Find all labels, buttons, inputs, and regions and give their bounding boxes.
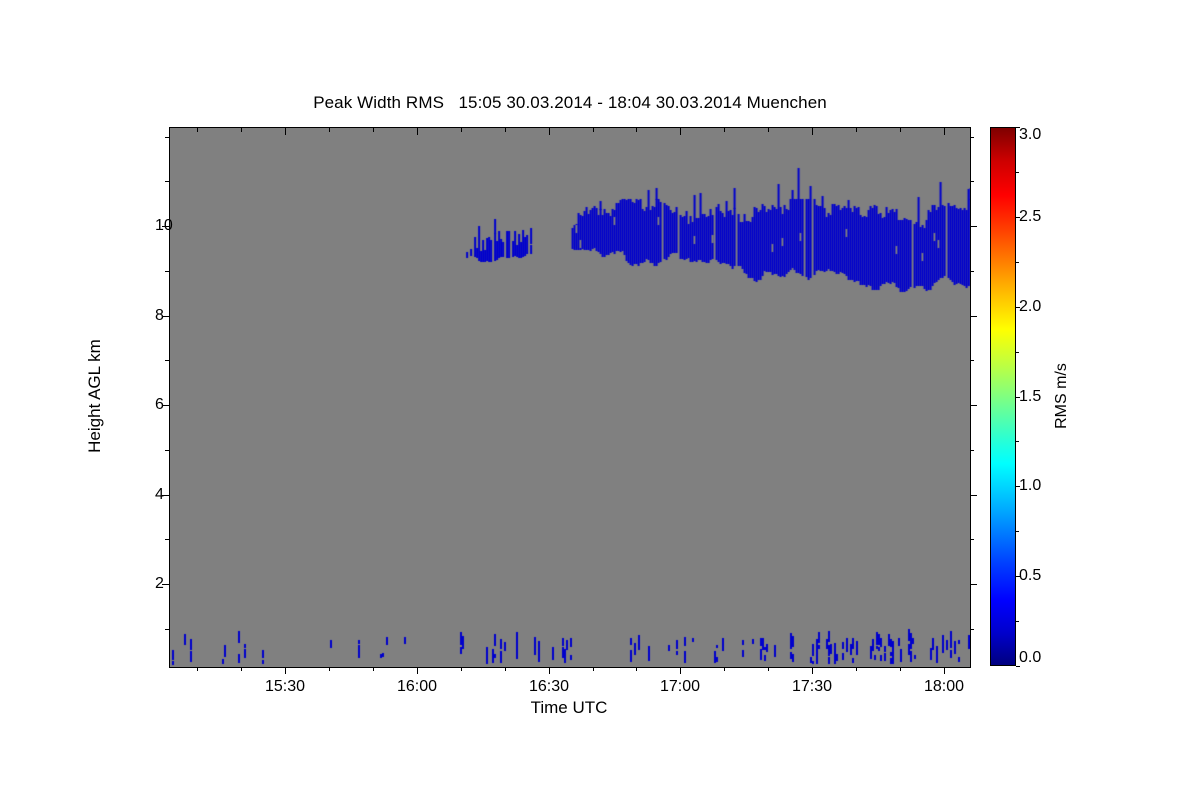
x-tick-minor-top [724,128,725,132]
colorbar-tick-minor [1016,172,1019,173]
y-tick-minor-right [970,271,974,272]
y-tick-minor [165,181,169,182]
y-tick-major [162,584,169,585]
colorbar-tick-minor [1016,621,1019,622]
x-tick-minor-top [636,128,637,132]
colorbar-tick-label: 2.0 [1019,298,1042,315]
x-tick-minor-top [505,128,506,132]
colorbar-tick [1016,486,1020,487]
colorbar-tick-minor [1016,441,1019,442]
x-tick-major [417,667,418,674]
y-tick-major [162,405,169,406]
x-tick-minor-top [329,128,330,132]
x-tick-label: 16:30 [528,678,570,695]
x-tick-label: 15:30 [264,678,306,695]
colorbar [990,127,1016,666]
x-tick-minor [505,667,506,671]
x-tick-minor-top [768,128,769,132]
colorbar-tick-minor [1016,352,1019,353]
x-tick-minor [856,667,857,671]
y-tick-major-right [970,226,977,227]
y-tick-minor-right [970,181,974,182]
y-tick-major [162,316,169,317]
colorbar-tick-minor [1016,531,1019,532]
x-tick-minor-top [593,128,594,132]
y-tick-minor-right [970,360,974,361]
x-tick-minor-top [900,128,901,132]
x-tick-major-top [812,128,813,135]
x-tick-major [549,667,550,674]
colorbar-tick [1016,217,1020,218]
x-tick-label: 18:00 [923,678,965,695]
colorbar-tick-label: 1.5 [1019,388,1042,405]
colorbar-label: RMS m/s [1053,363,1070,429]
x-tick-minor [241,667,242,671]
x-tick-major-top [944,128,945,135]
x-tick-minor-top [241,128,242,132]
x-tick-major [812,667,813,674]
x-tick-major-top [417,128,418,135]
colorbar-tick-label: 0.0 [1019,649,1042,666]
x-axis-label: Time UTC [530,698,608,717]
y-tick-major-right [970,316,977,317]
x-tick-minor [768,667,769,671]
plot-area [169,127,971,668]
y-tick-minor-right [970,539,974,540]
x-tick-minor [724,667,725,671]
x-tick-minor-top [373,128,374,132]
page-title: Peak Width RMS 15:05 30.03.2014 - 18:04 … [313,93,827,112]
y-tick-minor [165,360,169,361]
y-axis-label: Height AGL km [85,339,104,453]
x-tick-major-top [285,128,286,135]
x-tick-label: 16:00 [396,678,438,695]
y-tick-major-right [970,584,977,585]
heatmap-canvas [170,128,970,667]
y-tick-minor [165,137,169,138]
y-tick-minor [165,450,169,451]
colorbar-tick-label: 1.0 [1019,477,1042,494]
y-tick-major-right [970,495,977,496]
y-tick-minor-right [970,137,974,138]
colorbar-tick [1016,127,1020,128]
colorbar-tick [1016,307,1020,308]
x-tick-minor [636,667,637,671]
colorbar-tick-label: 2.5 [1019,208,1042,225]
x-tick-label: 17:00 [659,678,701,695]
colorbar-tick-label: 0.5 [1019,567,1042,584]
x-tick-minor-top [461,128,462,132]
x-tick-minor-top [856,128,857,132]
y-tick-minor [165,271,169,272]
y-tick-minor [165,629,169,630]
colorbar-tick [1016,576,1020,577]
x-tick-minor [197,667,198,671]
x-tick-minor-top [197,128,198,132]
x-tick-major [285,667,286,674]
y-tick-major-right [970,405,977,406]
colorbar-tick [1016,397,1020,398]
colorbar-tick [1016,666,1020,667]
y-tick-minor-right [970,629,974,630]
x-tick-major-top [549,128,550,135]
y-tick-minor [165,539,169,540]
y-tick-major [162,226,169,227]
colorbar-gradient [990,127,1016,666]
x-tick-major [680,667,681,674]
x-tick-major [944,667,945,674]
x-tick-minor [373,667,374,671]
x-tick-minor [329,667,330,671]
x-tick-minor [461,667,462,671]
colorbar-tick-minor [1016,262,1019,263]
x-tick-label: 17:30 [791,678,833,695]
y-tick-major [162,495,169,496]
x-tick-minor [900,667,901,671]
x-tick-major-top [680,128,681,135]
x-tick-minor [593,667,594,671]
y-tick-minor-right [970,450,974,451]
colorbar-tick-label: 3.0 [1019,126,1042,143]
